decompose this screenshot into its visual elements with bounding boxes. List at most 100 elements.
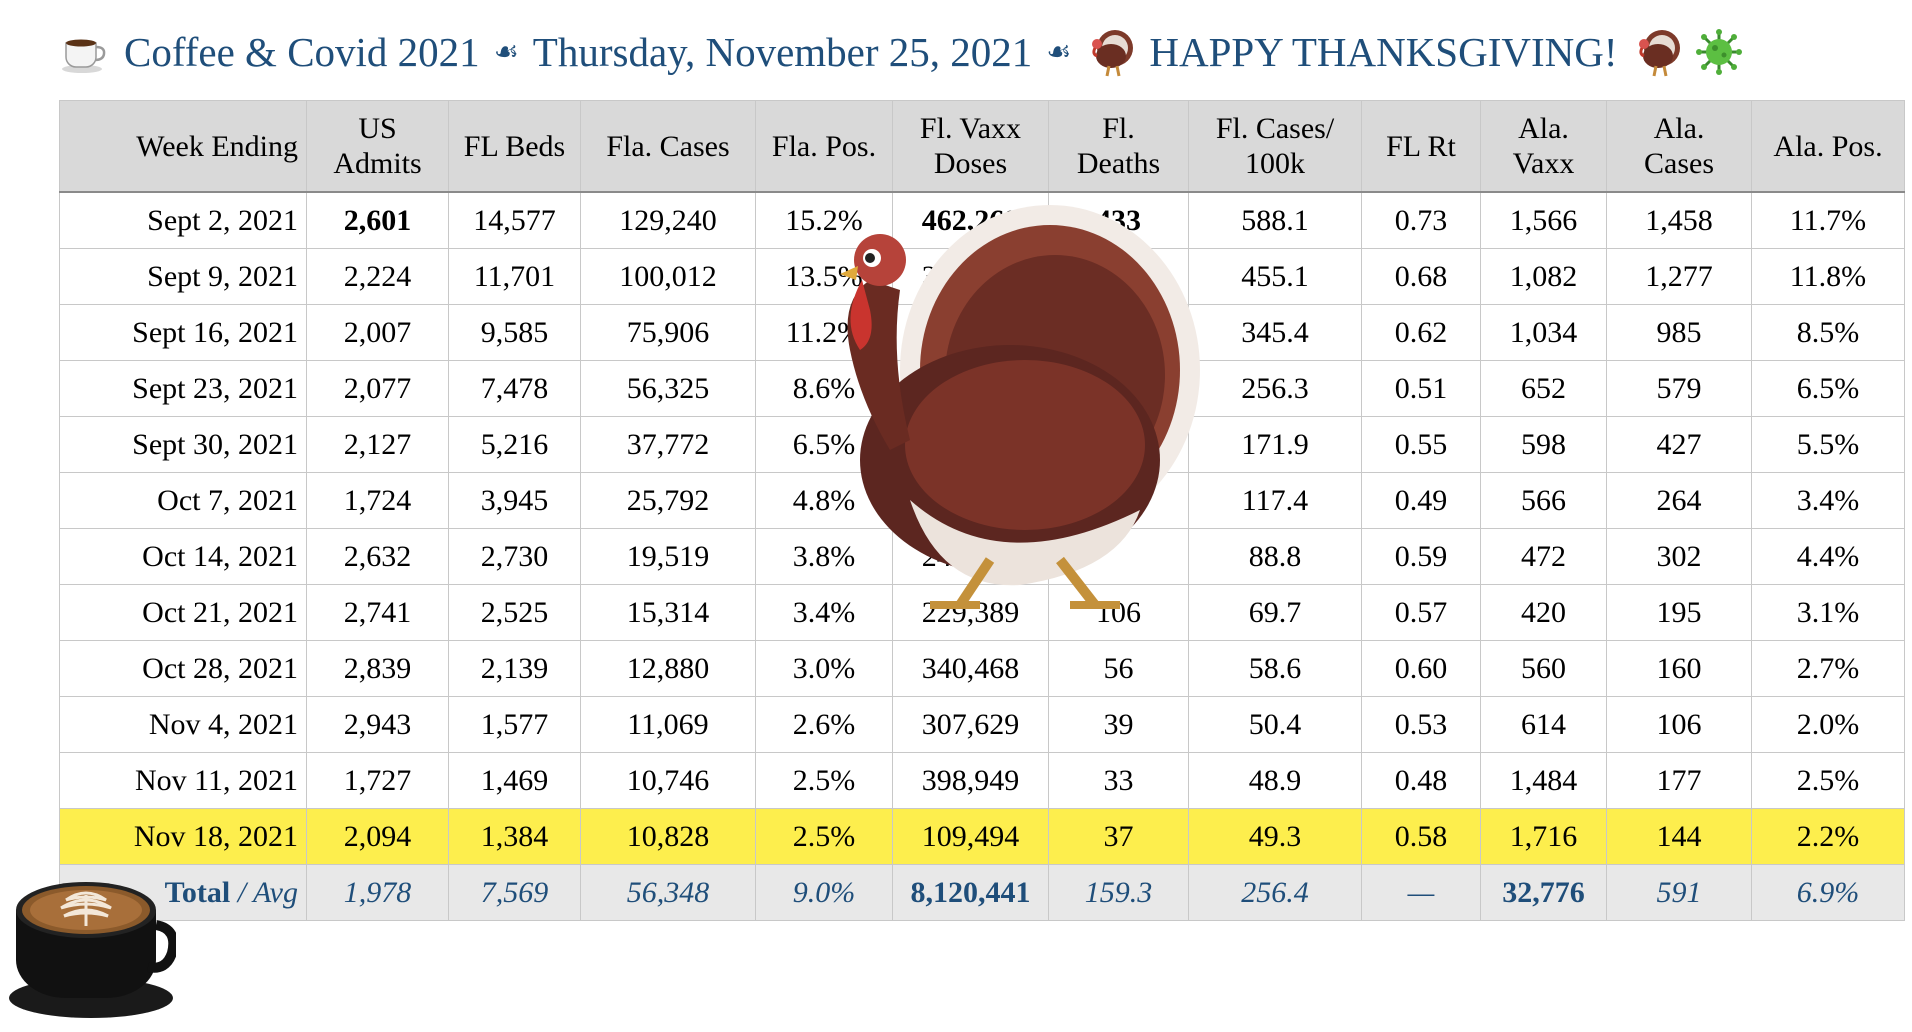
cell-ala-vaxx: 420 <box>1480 584 1607 641</box>
header-label: FL Beds <box>463 129 566 163</box>
total-ala-vaxx: 32,776 <box>1480 864 1607 921</box>
cell-us-admits: 2,741 <box>306 584 449 641</box>
header-fla-cases: Fla. Cases <box>580 100 756 193</box>
cell-ala-vaxx: 614 <box>1480 696 1607 753</box>
cell-ala-cases: 106 <box>1606 696 1752 753</box>
page-title: Coffee & Covid 2021 ☙ Thursday, November… <box>60 22 1742 82</box>
header-label: Fl. Cases/ <box>1215 112 1335 145</box>
total-fl-rt: — <box>1361 864 1481 921</box>
total-fl-beds: 7,569 <box>448 864 581 921</box>
cell-week-ending: Oct 21, 2021 <box>59 584 307 641</box>
cell-fl-rt: 0.48 <box>1361 752 1481 809</box>
cell-fl-beds: 1,384 <box>448 808 581 865</box>
cell-fla-pos: 2.5% <box>755 808 893 865</box>
cell-fl-beds: 5,216 <box>448 416 581 473</box>
cell-fl-cases-per-100k: 58.6 <box>1188 640 1362 697</box>
header-fl-cases-per-100k: Fl. Cases/100k <box>1188 100 1362 193</box>
cell-us-admits: 1,727 <box>306 752 449 809</box>
cell-ala-cases: 264 <box>1606 472 1752 529</box>
cell-fla-cases: 10,746 <box>580 752 756 809</box>
avg-label: / Avg <box>237 875 298 909</box>
cell-fl-beds: 11,701 <box>448 248 581 305</box>
header-label: Ala. Pos. <box>1773 129 1883 163</box>
cell-ala-vaxx: 1,484 <box>1480 752 1607 809</box>
cell-fla-cases: 11,069 <box>580 696 756 753</box>
header-label: Ala. <box>1653 112 1705 145</box>
table-row: Nov 4, 2021 2,943 1,577 11,069 2.6% 307,629 39… <box>59 696 1905 753</box>
title-date: Thursday, November 25, 2021 <box>532 29 1033 75</box>
cell-fl-rt: 0.51 <box>1361 360 1481 417</box>
cell-fl-rt: 0.49 <box>1361 472 1481 529</box>
cell-fl-vaxx-doses: 307,629 <box>892 696 1049 753</box>
cell-fl-beds: 2,139 <box>448 640 581 697</box>
cell-week-ending: Oct 7, 2021 <box>59 472 307 529</box>
table-footer: Total / Avg 1,978 7,569 56,348 9.0% 8,120,441… <box>59 864 1905 921</box>
table-row: Nov 11, 2021 1,727 1,469 10,746 2.5% 398,949 3… <box>59 752 1905 809</box>
total-row: Total / Avg 1,978 7,569 56,348 9.0% 8,120,441… <box>59 864 1905 921</box>
cell-fl-rt: 0.73 <box>1361 191 1481 249</box>
total-us-admits: 1,978 <box>306 864 449 921</box>
cell-us-admits: 2,077 <box>306 360 449 417</box>
cell-fla-cases: 75,906 <box>580 304 756 361</box>
cell-ala-pos: 8.5% <box>1751 304 1905 361</box>
cell-fla-cases: 25,792 <box>580 472 756 529</box>
cell-ala-pos: 2.0% <box>1751 696 1905 753</box>
header-us-admits: US Admits <box>306 100 449 193</box>
cell-ala-vaxx: 560 <box>1480 640 1607 697</box>
total-fl-vaxx-doses: 8,120,441 <box>892 864 1049 921</box>
cell-ala-vaxx: 1,566 <box>1480 191 1607 249</box>
cell-fl-rt: 0.58 <box>1361 808 1481 865</box>
cell-fla-cases: 19,519 <box>580 528 756 585</box>
cell-ala-pos: 11.8% <box>1751 248 1905 305</box>
header-fl-rt: FL Rt <box>1361 100 1481 193</box>
cell-ala-pos: 2.7% <box>1751 640 1905 697</box>
table-row: Nov 18, 2021 2,094 1,384 10,828 2.5% 109,494 3… <box>59 808 1905 865</box>
cell-fla-cases: 10,828 <box>580 808 756 865</box>
cell-fl-vaxx-doses: 340,468 <box>892 640 1049 697</box>
table-row: Oct 21, 2021 2,741 2,525 15,314 3.4% 229,389 1… <box>59 584 1905 641</box>
cell-fl-cases-per-100k: 69.7 <box>1188 584 1362 641</box>
cell-week-ending: Sept 9, 2021 <box>59 248 307 305</box>
table-row: Oct 28, 2021 2,839 2,139 12,880 3.0% 340,468 5… <box>59 640 1905 697</box>
cell-ala-vaxx: 652 <box>1480 360 1607 417</box>
header-label: Doses <box>933 147 1008 180</box>
cell-week-ending: Sept 16, 2021 <box>59 304 307 361</box>
turkey-icon <box>1085 26 1137 78</box>
cell-us-admits: 2,601 <box>306 191 449 249</box>
cell-fla-pos: 2.6% <box>755 696 893 753</box>
coffee-cup-photo <box>6 870 179 1020</box>
cell-fla-cases: 12,880 <box>580 640 756 697</box>
cell-fl-beds: 14,577 <box>448 191 581 249</box>
cell-week-ending: Nov 11, 2021 <box>59 752 307 809</box>
header-label: US <box>358 112 397 145</box>
cell-fl-rt: 0.59 <box>1361 528 1481 585</box>
header-label: Fla. Pos. <box>771 129 877 163</box>
cell-ala-pos: 5.5% <box>1751 416 1905 473</box>
cell-ala-vaxx: 472 <box>1480 528 1607 585</box>
cell-fla-cases: 100,012 <box>580 248 756 305</box>
cell-us-admits: 2,632 <box>306 528 449 585</box>
total-fl-cases-per-100k: 256.4 <box>1188 864 1362 921</box>
title-separator-1: ☙ <box>493 37 519 68</box>
cell-ala-cases: 177 <box>1606 752 1752 809</box>
cell-ala-cases: 427 <box>1606 416 1752 473</box>
cell-fl-cases-per-100k: 171.9 <box>1188 416 1362 473</box>
cell-ala-vaxx: 1,716 <box>1480 808 1607 865</box>
cell-fl-deaths: 56 <box>1048 640 1189 697</box>
cell-fla-pos: 3.4% <box>755 584 893 641</box>
cell-fl-deaths: 33 <box>1048 752 1189 809</box>
cell-fl-beds: 7,478 <box>448 360 581 417</box>
title-text-1: Coffee & Covid 2021 <box>124 29 480 75</box>
cell-fl-cases-per-100k: 455.1 <box>1188 248 1362 305</box>
cell-fla-pos: 2.5% <box>755 752 893 809</box>
cell-ala-vaxx: 1,034 <box>1480 304 1607 361</box>
cell-fla-pos: 3.8% <box>755 528 893 585</box>
cell-ala-vaxx: 566 <box>1480 472 1607 529</box>
header-label: Week Ending <box>136 129 298 163</box>
cell-fl-deaths: 37 <box>1048 808 1189 865</box>
header-ala-pos: Ala. Pos. <box>1751 100 1905 193</box>
cell-fl-rt: 0.55 <box>1361 416 1481 473</box>
cell-us-admits: 2,094 <box>306 808 449 865</box>
cell-fl-cases-per-100k: 117.4 <box>1188 472 1362 529</box>
header-label: Admits <box>333 147 422 180</box>
